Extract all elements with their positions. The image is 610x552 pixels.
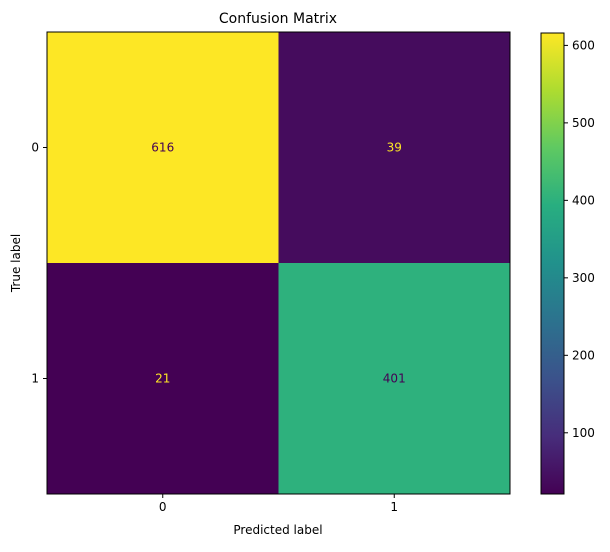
axis-ticks: 0 1 0 1 — [31, 141, 398, 515]
cell-value: 616 — [151, 141, 174, 155]
cell-value: 39 — [387, 141, 402, 155]
colorbar-tick-label: 400 — [572, 193, 595, 207]
x-axis-label: Predicted label — [233, 523, 322, 537]
matrix-cells: 616 39 21 401 — [47, 32, 511, 495]
matrix-frame — [46, 31, 511, 495]
matrix-cell — [47, 32, 279, 264]
matrix-cell — [47, 263, 279, 495]
chart-title: Confusion Matrix — [219, 11, 337, 27]
matrix-cell — [278, 263, 511, 495]
colorbar-tick-label: 500 — [572, 116, 595, 130]
x-tick-label: 0 — [159, 500, 167, 514]
colorbar-tick-label: 600 — [572, 38, 595, 52]
x-tick-label: 1 — [390, 500, 398, 514]
y-tick-label: 0 — [31, 141, 39, 155]
colorbar — [540, 32, 565, 495]
y-tick-label: 1 — [31, 372, 39, 386]
colorbar-tick-label: 300 — [572, 271, 595, 285]
y-axis-label: True label — [9, 234, 23, 293]
colorbar-ticks: 100 200 300 400 500 600 — [564, 38, 595, 440]
colorbar-tick-label: 100 — [572, 426, 595, 440]
matrix-cell — [278, 32, 511, 264]
cell-value: 401 — [383, 372, 406, 386]
cell-value: 21 — [155, 372, 170, 386]
colorbar-tick-label: 200 — [572, 348, 595, 362]
